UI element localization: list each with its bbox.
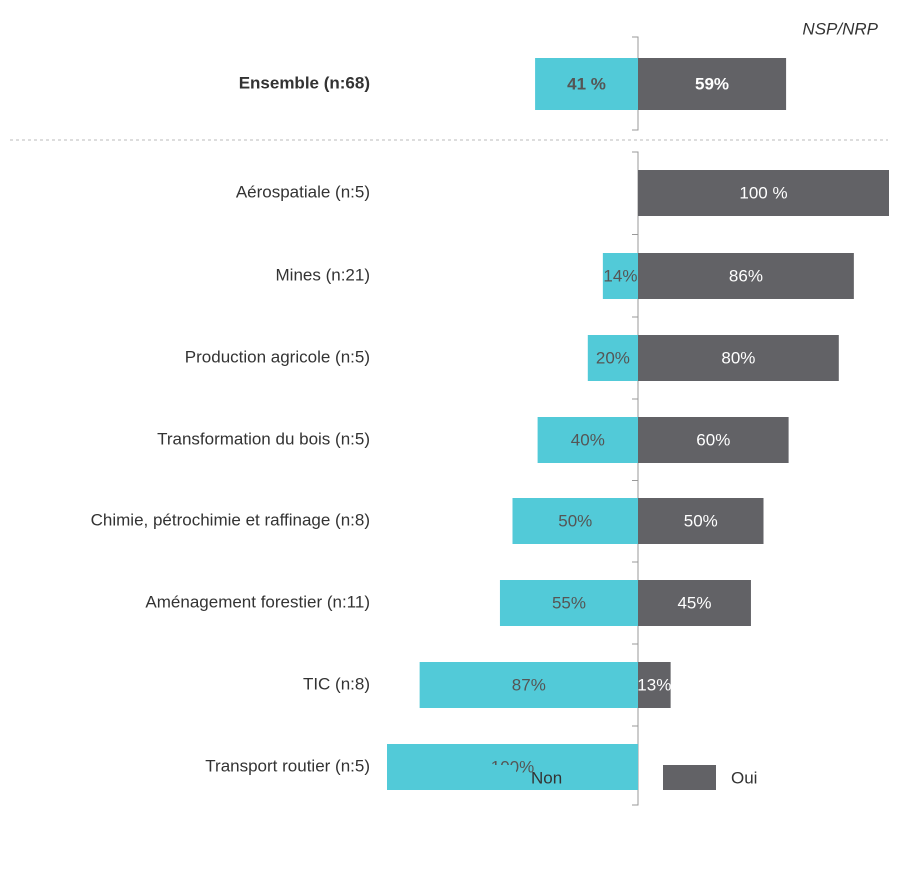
category-label: Chimie, pétrochimie et raffinage (n:8) xyxy=(91,510,370,529)
legend-label: Non xyxy=(531,768,562,787)
bar xyxy=(638,58,787,110)
category-label: Ensemble (n:68) xyxy=(239,73,370,92)
value-label: 60% xyxy=(696,430,730,449)
value-label: 55% xyxy=(552,593,586,612)
bar xyxy=(535,58,638,110)
category-label: TIC (n:8) xyxy=(303,674,370,693)
value-label: 50% xyxy=(684,511,718,530)
bar xyxy=(638,498,764,544)
category-label: Mines (n:21) xyxy=(276,265,370,284)
value-label: 45% xyxy=(677,593,711,612)
bar xyxy=(419,662,638,708)
bar xyxy=(499,580,638,626)
bar xyxy=(638,170,889,216)
bar xyxy=(537,417,638,463)
category-label: Transformation du bois (n:5) xyxy=(157,429,370,448)
bar xyxy=(638,417,789,463)
bar xyxy=(587,335,638,381)
value-label: 13% xyxy=(637,675,671,694)
axis-line xyxy=(632,151,639,806)
value-label: 41 % xyxy=(567,74,606,93)
bar xyxy=(602,253,638,299)
value-label: 86% xyxy=(729,266,763,285)
value-label: 50% xyxy=(558,511,592,530)
value-label: 87% xyxy=(512,675,546,694)
bar xyxy=(512,498,638,544)
legend-label: Oui xyxy=(731,768,757,787)
category-label: Transport routier (n:5) xyxy=(205,756,370,775)
bar xyxy=(638,335,839,381)
bar xyxy=(638,253,854,299)
category-label: Production agricole (n:5) xyxy=(185,347,370,366)
value-label: 14% xyxy=(603,266,637,285)
value-label: 100 % xyxy=(739,183,787,202)
value-label: 80% xyxy=(721,348,755,367)
category-label: Aérospatiale (n:5) xyxy=(236,182,370,201)
category-label: Aménagement forestier (n:11) xyxy=(145,592,370,611)
bar xyxy=(638,662,671,708)
legend-swatch xyxy=(463,765,516,790)
bar xyxy=(638,580,751,626)
annotation: NSP/NRP xyxy=(802,19,878,38)
value-label: 59% xyxy=(695,74,729,93)
value-label: 40% xyxy=(571,430,605,449)
legend-swatch xyxy=(663,765,716,790)
value-label: 20% xyxy=(596,348,630,367)
